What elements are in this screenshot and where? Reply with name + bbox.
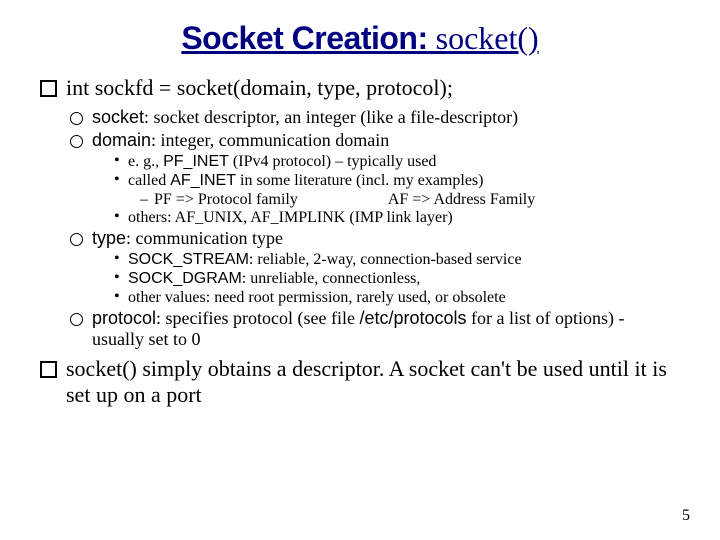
summary-text: socket() simply obtains a descriptor. A …: [66, 356, 667, 407]
others-text: others: AF_UNIX, AF_IMPLINK (IMP link la…: [128, 209, 453, 226]
page-number: 5: [682, 507, 690, 525]
pf-text: PF => Protocol family: [154, 191, 298, 208]
bullet-l3-othervals: other values: need root permission, rare…: [114, 289, 680, 307]
pfinet-term: PF_INET: [163, 153, 229, 170]
socket-desc: : socket descriptor, an integer (like a …: [144, 107, 518, 127]
bullet-l2-domain: domain: integer, communication domain: [70, 130, 680, 151]
bullet-l3-afinet: called AF_INET in some literature (incl.…: [114, 172, 680, 190]
bullet-l4-pf-af: PF => Protocol family AF => Address Famil…: [140, 191, 680, 209]
bullet-l3-sockstream: SOCK_STREAM: reliable, 2-way, connection…: [114, 251, 680, 269]
afinet-term: AF_INET: [170, 172, 236, 189]
sockdgram-desc: : unreliable, connectionless,: [242, 270, 421, 287]
afinet-desc: in some literature (incl. my examples): [236, 172, 483, 189]
bullet-l3-sockdgram: SOCK_DGRAM: unreliable, connectionless,: [114, 270, 680, 288]
bullet-l2-protocol: protocol: specifies protocol (see file /…: [70, 308, 680, 350]
protocol-term: protocol: [92, 308, 156, 328]
etc-protocols: /etc/protocols: [359, 308, 466, 328]
type-desc: : communication type: [126, 228, 283, 248]
domain-desc: : integer, communication domain: [151, 130, 389, 150]
socket-term: socket: [92, 107, 144, 127]
bullet-l1-summary: socket() simply obtains a descriptor. A …: [40, 356, 680, 408]
bullet-l1-signature: int sockfd = socket(domain, type, protoc…: [40, 75, 680, 101]
bullet-l3-pfinet: e. g., PF_INET (IPv4 protocol) – typical…: [114, 153, 680, 171]
bullet-l3-others: others: AF_UNIX, AF_IMPLINK (IMP link la…: [114, 209, 680, 227]
sockstream-desc: : reliable, 2-way, connection-based serv…: [249, 251, 522, 268]
sockdgram-term: SOCK_DGRAM: [128, 270, 242, 287]
type-term: type: [92, 228, 126, 248]
called-prefix: called: [128, 172, 170, 189]
slide-title: Socket Creation: socket(): [40, 20, 680, 57]
protocol-desc1: : specifies protocol (see file: [156, 308, 359, 328]
af-text: AF => Address Family: [388, 191, 535, 208]
othervals-text: other values: need root permission, rare…: [128, 289, 506, 306]
signature-text: int sockfd = socket(domain, type, protoc…: [66, 75, 453, 100]
eg-prefix: e. g.,: [128, 153, 163, 170]
pfinet-desc: (IPv4 protocol) – typically used: [229, 153, 437, 170]
title-sub: socket(): [428, 20, 539, 56]
bullet-l2-type: type: communication type: [70, 228, 680, 249]
sockstream-term: SOCK_STREAM: [128, 251, 249, 268]
title-main: Socket Creation:: [181, 20, 427, 56]
domain-term: domain: [92, 130, 151, 150]
bullet-l2-socket: socket: socket descriptor, an integer (l…: [70, 107, 680, 128]
